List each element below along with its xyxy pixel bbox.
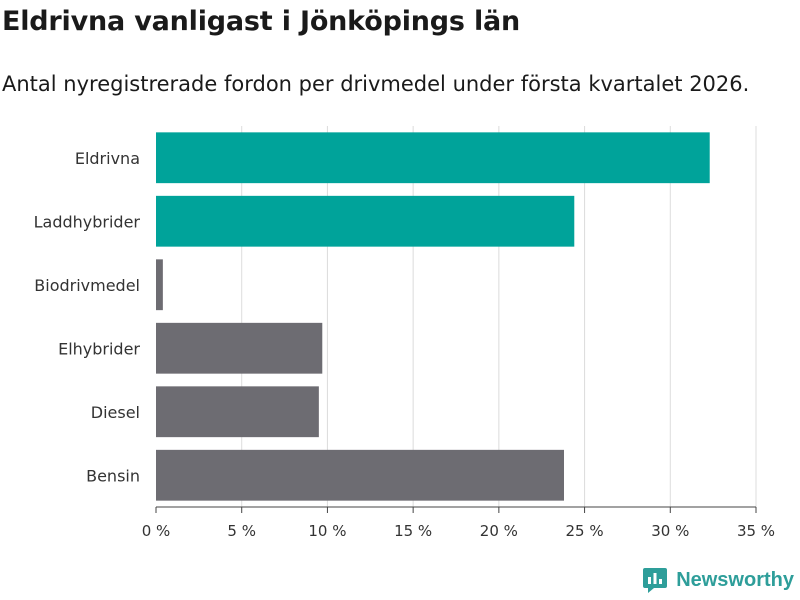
category-label: Eldrivna [75, 149, 140, 168]
x-tick-label: 25 % [566, 522, 604, 540]
x-tick-label: 15 % [394, 522, 432, 540]
x-tick-label: 0 % [142, 522, 171, 540]
category-label: Laddhybrider [34, 212, 141, 231]
bar-bensin [156, 449, 564, 501]
chart-title: Eldrivna vanligast i Jönköpings län [2, 6, 521, 37]
category-label: Elhybrider [58, 339, 140, 358]
x-tick-label: 5 % [227, 522, 256, 540]
bar-elhybrider [156, 322, 323, 374]
newsworthy-logo: Newsworthy [642, 566, 794, 594]
category-label: Bensin [86, 466, 140, 485]
bar-eldrivna [156, 132, 710, 184]
category-label: Biodrivmedel [34, 276, 140, 295]
x-tick-label: 20 % [480, 522, 518, 540]
category-label: Diesel [91, 403, 140, 422]
chart-subtitle: Antal nyregistrerade fordon per drivmede… [2, 72, 750, 96]
bar-laddhybrider [156, 195, 575, 247]
bar-diesel [156, 386, 319, 438]
x-tick-label: 30 % [651, 522, 689, 540]
bar-biodrivmedel [156, 259, 163, 311]
newsworthy-logo-icon [643, 568, 668, 593]
x-tick-label: 10 % [308, 522, 346, 540]
x-tick-label: 35 % [737, 522, 775, 540]
newsworthy-logo-text: Newsworthy [676, 568, 794, 591]
